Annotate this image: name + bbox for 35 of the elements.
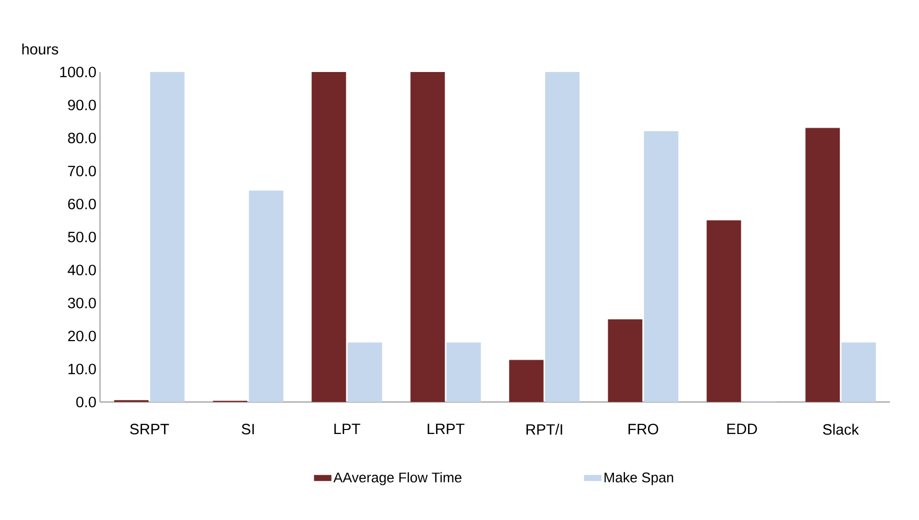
y-tick-label: 100.0 (60, 66, 96, 78)
bar (545, 72, 580, 402)
y-tick-label: 10.0 (68, 364, 96, 374)
y-tick-label: 0.0 (76, 396, 96, 408)
bar (150, 72, 185, 402)
y-tick-label: 50.0 (68, 232, 96, 242)
x-tick-label: SRPT (130, 424, 169, 434)
bar (410, 72, 445, 402)
y-axis-title: hours (22, 44, 58, 54)
bar (706, 220, 742, 402)
bar (248, 190, 284, 402)
y-tick-label: 30.0 (68, 298, 96, 308)
bar (841, 342, 876, 402)
x-tick-label: EDD (727, 424, 757, 434)
x-tick-label: SI (242, 424, 254, 434)
bar (509, 360, 544, 402)
bar (608, 319, 642, 402)
x-tick-label: Slack (823, 424, 859, 435)
y-tick-label: 60.0 (68, 198, 96, 210)
x-tick-label: LRPT (428, 424, 464, 434)
y-tick-label: 80.0 (68, 132, 96, 144)
y-tick-label: 20.0 (68, 330, 96, 342)
y-tick-label: 40.0 (68, 264, 96, 276)
x-tick-label: RPT/I (526, 424, 562, 435)
bar (348, 342, 382, 402)
legend-label: AAverage Flow Time (333, 472, 462, 486)
y-tick-label: 70.0 (68, 166, 96, 176)
bar (644, 131, 678, 402)
y-tick-label: 90.0 (68, 100, 96, 110)
x-tick-label: FRO (628, 424, 658, 434)
legend-label: Make Span (604, 472, 674, 486)
x-tick-label: LPT (334, 424, 360, 434)
bar (446, 342, 481, 402)
bar (805, 128, 840, 402)
bar (312, 72, 346, 402)
